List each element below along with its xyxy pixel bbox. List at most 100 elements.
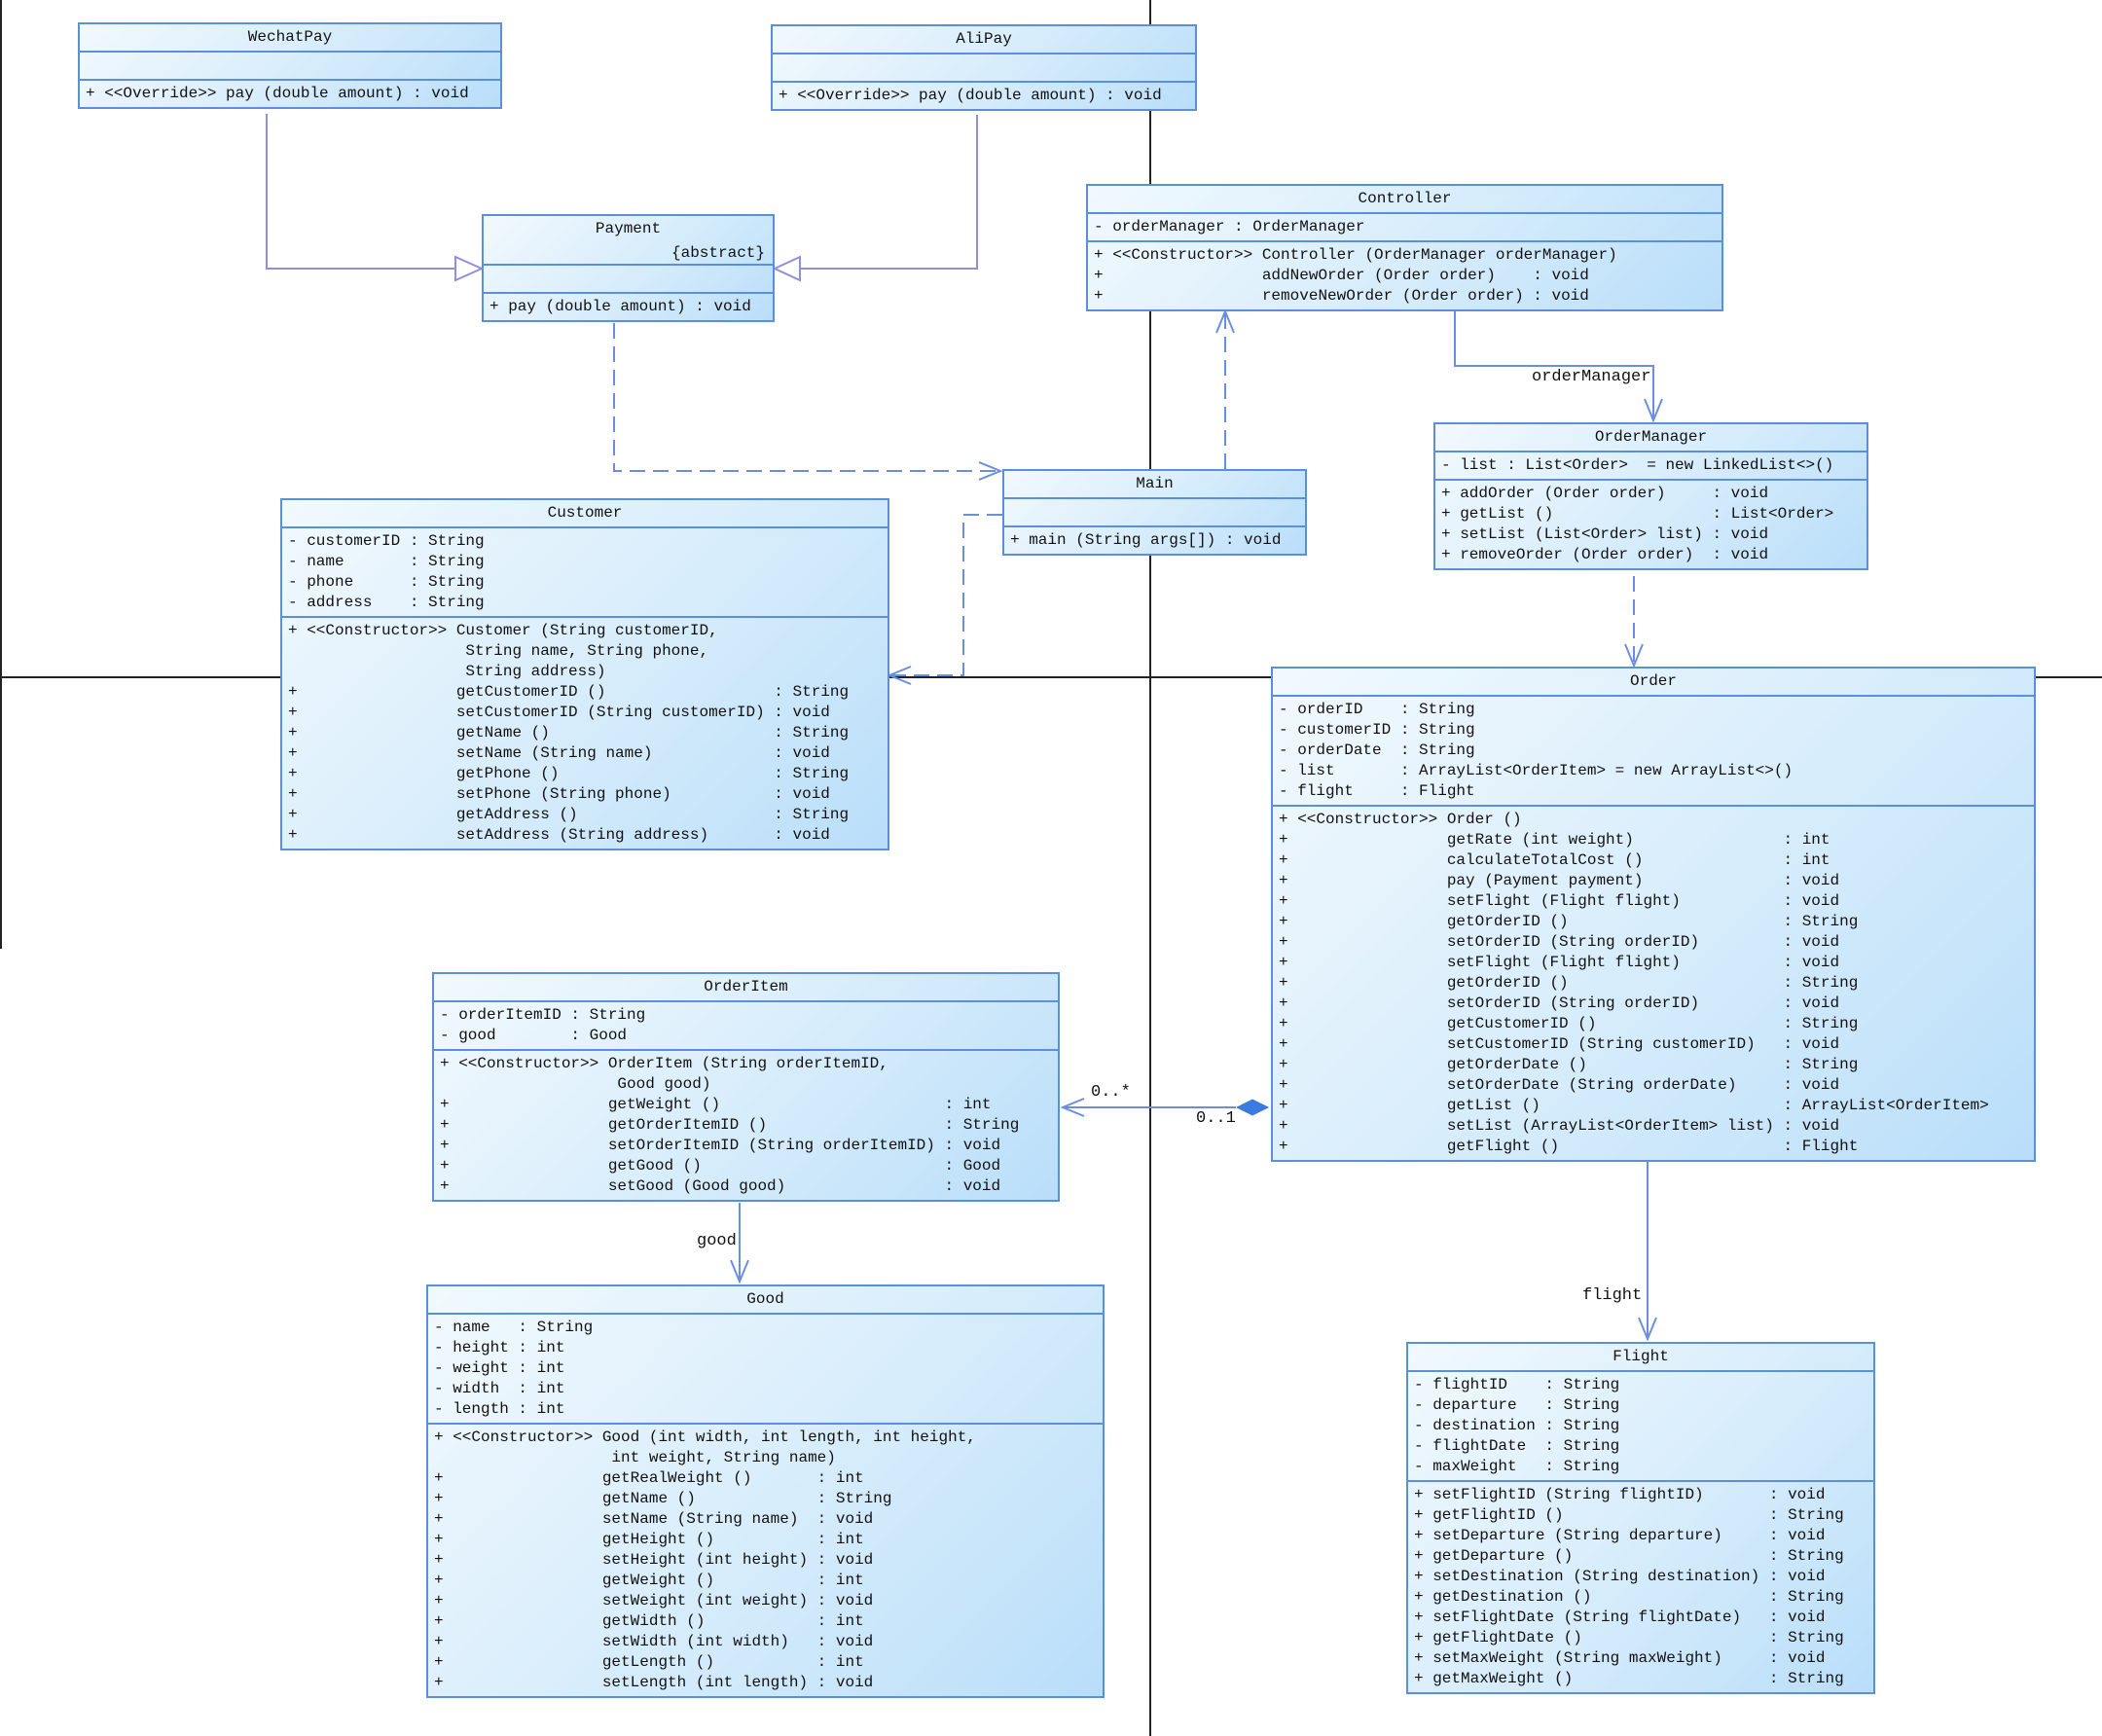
attribute-row: - departure : String [1414, 1396, 1620, 1414]
attribute-row: - name : String [434, 1319, 594, 1336]
class-name: Payment [595, 220, 662, 237]
class-ordermanager[interactable]: OrderManager - list : List<Order> = new L… [1433, 422, 1868, 570]
operation-row: + getCustomerID () : String [1279, 1015, 1859, 1032]
open-arrowhead-icon [1060, 1098, 1085, 1117]
attribute-row: - destination : String [1414, 1417, 1620, 1434]
attribute-row: - orderDate : String [1279, 741, 1475, 759]
operation-row: + getLength () : int [434, 1653, 864, 1671]
attribute-row: - customerID : String [288, 532, 485, 550]
operation-row: + setWidth (int width) : void [434, 1633, 874, 1650]
operation-row: + getName () : String [434, 1490, 892, 1507]
background-horizontal-line [0, 676, 2102, 678]
generalization-alipay-payment [800, 115, 978, 270]
operations-compartment: + <<Override>> pay (double amount) : voi… [80, 81, 500, 107]
class-name: Controller [1088, 186, 1721, 214]
attribute-row: - address : String [288, 594, 485, 611]
operation-row: + addOrder (Order order) : void [1441, 485, 1769, 502]
operation-row: + setName (String name) : void [434, 1510, 874, 1528]
attribute-row: - orderManager : OrderManager [1094, 218, 1365, 235]
class-controller[interactable]: Controller - orderManager : OrderManager +… [1086, 184, 1723, 311]
operation-row: + <<Constructor>> Controller (OrderManag… [1094, 246, 1617, 264]
class-name: Flight [1408, 1344, 1873, 1372]
class-payment[interactable]: Payment {abstract} + pay (double amount) :… [482, 214, 775, 322]
open-arrowhead-icon [978, 461, 1003, 481]
operation-row: + <<Constructor>> Customer (String custo… [288, 622, 718, 639]
attributes-compartment: - orderItemID : String - good : Good [434, 1002, 1058, 1051]
operation-row: + <<Constructor>> Good (int width, int l… [434, 1429, 976, 1446]
operation-row: + getOrderDate () : String [1279, 1056, 1859, 1073]
operation-row: + removeNewOrder (Order order) : void [1094, 287, 1589, 305]
operations-compartment: + <<Override>> pay (double amount) : voi… [773, 83, 1195, 109]
operation-row: + pay (double amount) : void [489, 298, 751, 315]
attribute-row: - height : int [434, 1339, 565, 1356]
operation-row: + <<Constructor>> OrderItem (String orde… [440, 1055, 888, 1072]
class-name: AliPay [773, 26, 1195, 54]
association-controller-ordermanager [1454, 309, 1654, 419]
operation-row: + setOrderID (String orderID) : void [1279, 995, 1840, 1012]
class-alipay[interactable]: AliPay + <<Override>> pay (double amount)… [771, 24, 1197, 111]
attribute-row: - orderID : String [1279, 701, 1475, 718]
attributes-compartment [1004, 499, 1305, 527]
operation-row: + getFlightDate () : String [1414, 1629, 1844, 1646]
attribute-row: - flightDate : String [1414, 1437, 1620, 1455]
operation-row: + getAddress () : String [288, 806, 850, 823]
class-customer[interactable]: Customer - customerID : String - name : St… [280, 498, 889, 850]
operation-row: + getOrderID () : String [1279, 913, 1859, 930]
attributes-compartment: - name : String - height : int - weight : … [428, 1315, 1103, 1425]
class-name: Main [1004, 471, 1305, 499]
background-left-border [0, 0, 2, 949]
operation-row: + getRate (int weight) : int [1279, 831, 1830, 849]
operation-row: + setMaxWeight (String maxWeight) : void [1414, 1649, 1826, 1667]
attribute-row: - customerID : String [1279, 721, 1475, 739]
class-stereotype: {abstract} [484, 242, 773, 266]
role-label-flight: flight [1582, 1286, 1643, 1305]
class-order[interactable]: Order - orderID : String - customerID : St… [1271, 667, 2036, 1162]
operations-compartment: + setFlightID (String flightID) : void + … [1408, 1482, 1873, 1692]
operation-row: + setName (String name) : void [288, 744, 830, 762]
class-name: OrderManager [1435, 424, 1866, 452]
attribute-row: - maxWeight : String [1414, 1458, 1620, 1475]
operation-row: + getCustomerID () : String [288, 683, 850, 701]
attribute-row: - weight : int [434, 1359, 565, 1377]
open-arrowhead-icon [887, 666, 912, 685]
attribute-row: - list : ArrayList<OrderItem> = new Arra… [1279, 762, 1794, 779]
operation-row: + setFlightID (String flightID) : void [1414, 1486, 1826, 1503]
operation-row: + setList (List<Order> list) : void [1441, 525, 1769, 543]
attribute-row: - length : int [434, 1400, 565, 1418]
operation-row: + setHeight (int height) : void [434, 1551, 874, 1569]
composition-diamond-icon [1235, 1099, 1270, 1116]
role-label-good: good [697, 1232, 737, 1250]
operation-row: + getGood () : Good [440, 1157, 1001, 1175]
class-name: OrderItem [434, 974, 1058, 1002]
attribute-row: - flightID : String [1414, 1376, 1620, 1393]
operation-row: + setFlightDate (String flightDate) : vo… [1414, 1609, 1826, 1626]
class-orderitem[interactable]: OrderItem - orderItemID : String - good : … [432, 972, 1060, 1202]
attributes-compartment: - orderManager : OrderManager [1088, 214, 1721, 242]
operation-row: + setLength (int length) : void [434, 1674, 874, 1691]
class-good[interactable]: Good - name : String - height : int - weigh… [426, 1284, 1105, 1698]
class-name: WechatPay [80, 24, 500, 53]
operation-row: + calculateTotalCost () : int [1279, 851, 1830, 869]
operation-row: + getWidth () : int [434, 1612, 864, 1630]
operation-row: + removeOrder (Order order) : void [1441, 546, 1769, 563]
open-arrowhead-icon [1215, 308, 1235, 334]
class-name: Good [428, 1286, 1103, 1315]
attributes-compartment: - flightID : String - departure : String -… [1408, 1372, 1873, 1482]
attribute-row: - list : List<Order> = new LinkedList<>(… [1441, 456, 1834, 474]
multiplicity-label-orderitem: 0..* [1091, 1083, 1131, 1102]
operation-row: + getWeight () : int [440, 1096, 992, 1113]
class-flight[interactable]: Flight - flightID : String - departure : S… [1406, 1342, 1875, 1694]
operation-row: + getFlightID () : String [1414, 1506, 1844, 1524]
operation-row: + getList () : List<Order> [1441, 505, 1834, 523]
attribute-row: - good : Good [440, 1027, 628, 1044]
operation-row: + setCustomerID (String customerID) : vo… [1279, 1035, 1840, 1053]
operation-row: + getPhone () : String [288, 765, 850, 782]
operation-row: + setList (ArrayList<OrderItem> list) : … [1279, 1117, 1840, 1135]
class-wechatpay[interactable]: WechatPay + <<Override>> pay (double amou… [78, 22, 502, 109]
operations-compartment: + <<Constructor>> Customer (String custo… [282, 618, 888, 849]
dependency-main-payment [613, 323, 998, 472]
operation-row: + setOrderDate (String orderDate) : void [1279, 1076, 1840, 1094]
class-main[interactable]: Main + main (String args[]) : void [1002, 469, 1307, 556]
operation-row: int weight, String name) [434, 1449, 836, 1466]
attribute-row: - phone : String [288, 573, 485, 591]
